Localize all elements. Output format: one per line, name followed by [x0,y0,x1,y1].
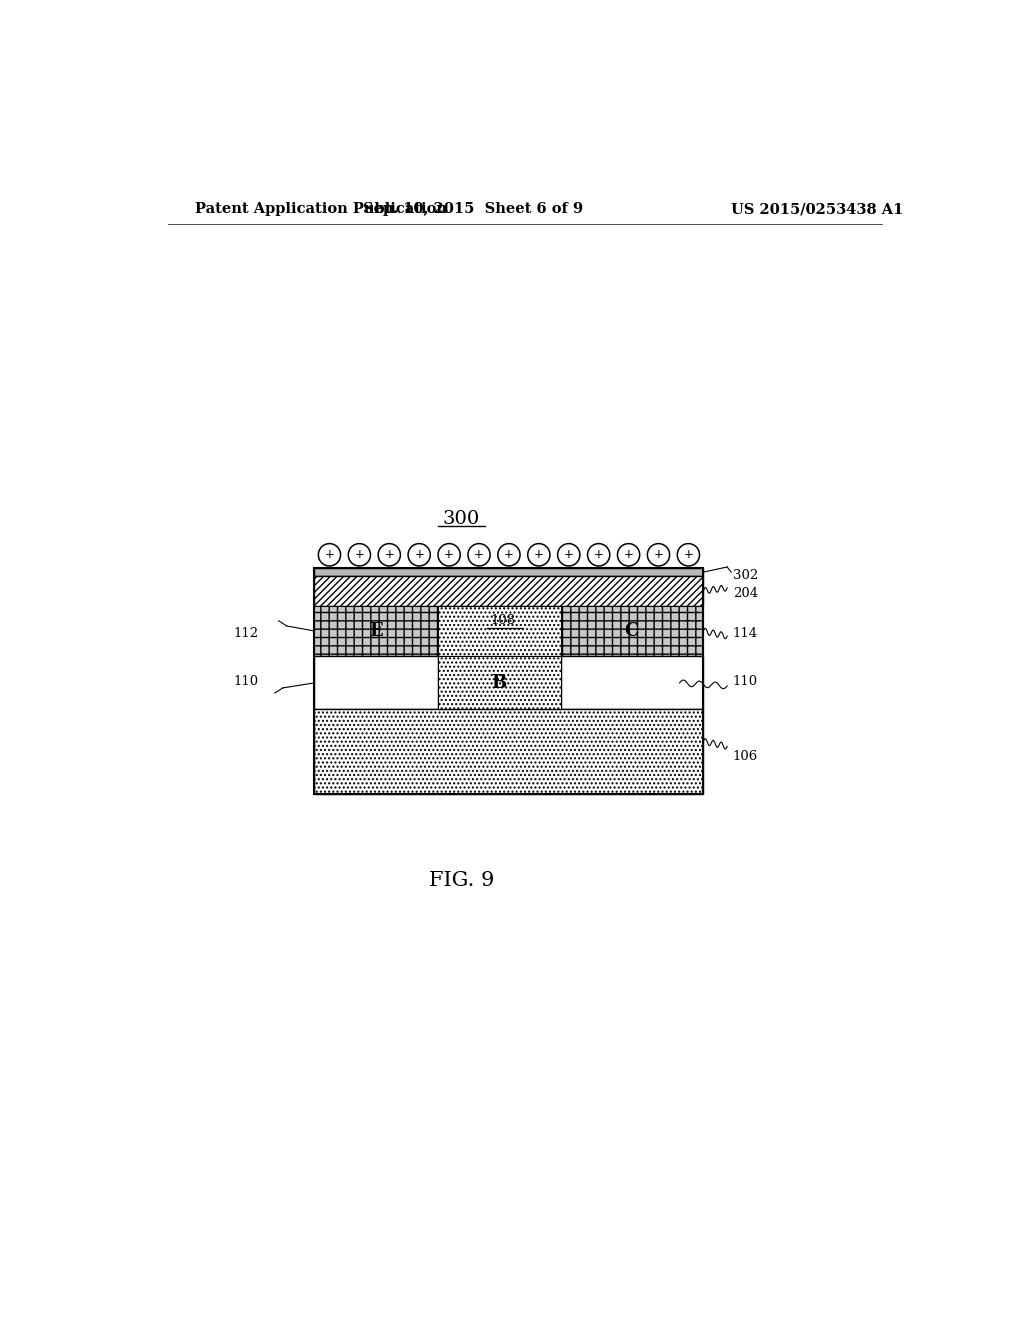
Text: +: + [564,548,573,561]
Text: 112: 112 [233,627,259,640]
Text: B: B [492,675,507,692]
Bar [560,606,703,656]
Bar [314,656,437,709]
Bar [437,656,560,709]
Bar [314,606,437,656]
Text: 302: 302 [733,569,758,582]
Bar [314,576,703,606]
Text: +: + [444,548,454,561]
Text: +: + [354,548,365,561]
Text: 204: 204 [733,587,758,599]
Text: US 2015/0253438 A1: US 2015/0253438 A1 [731,202,903,216]
Text: +: + [415,548,424,561]
Text: FIG. 9: FIG. 9 [429,871,494,890]
Text: Patent Application Publication: Patent Application Publication [196,202,447,216]
Text: +: + [325,548,335,561]
Text: +: + [594,548,603,561]
Text: +: + [504,548,514,561]
Bar [314,709,703,793]
Text: +: + [653,548,664,561]
Text: E: E [370,622,383,640]
Text: +: + [683,548,693,561]
Text: C: C [625,622,639,640]
Text: +: + [384,548,394,561]
Bar [437,606,560,656]
Text: +: + [534,548,544,561]
Bar [314,568,703,793]
Text: +: + [474,548,484,561]
Text: 106: 106 [733,750,758,763]
Bar [560,656,703,709]
Text: 110: 110 [233,676,259,688]
Text: 114: 114 [733,627,758,640]
Text: Sep. 10, 2015  Sheet 6 of 9: Sep. 10, 2015 Sheet 6 of 9 [364,202,584,216]
Bar [314,568,703,576]
Text: +: + [624,548,634,561]
Text: 108: 108 [490,614,515,627]
Text: 300: 300 [442,511,480,528]
Text: 110: 110 [733,676,758,688]
